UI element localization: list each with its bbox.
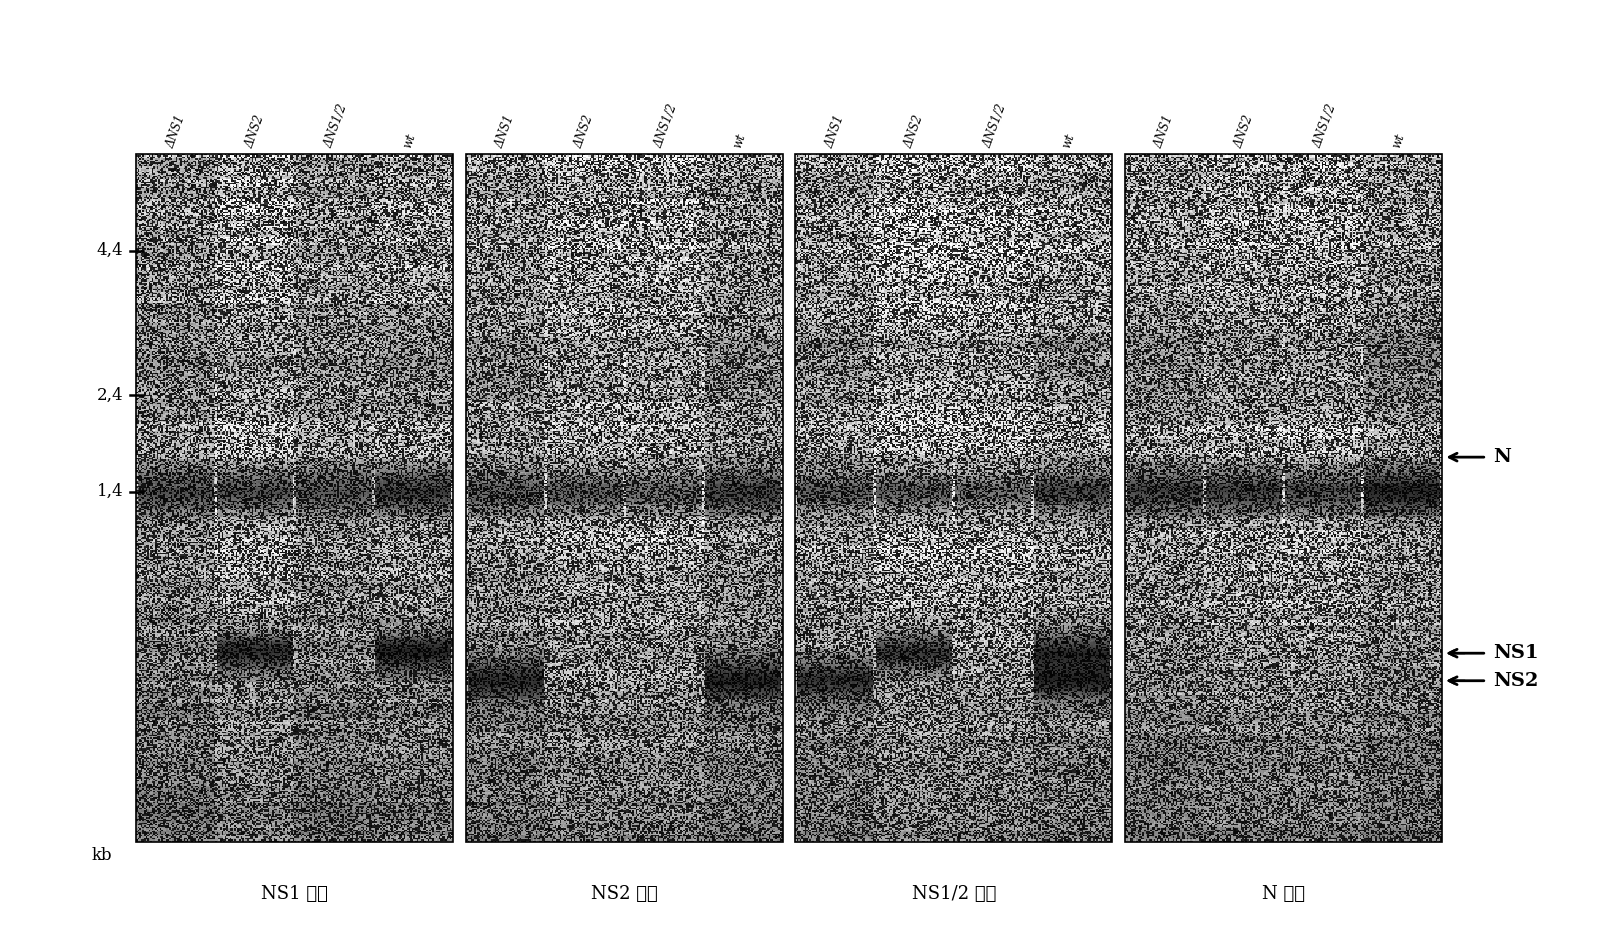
Text: ΔNS1/2: ΔNS1/2 [322, 102, 349, 150]
Bar [795, 154, 1112, 842]
Text: ΔNS1: ΔNS1 [823, 113, 847, 150]
Text: ΔNS1: ΔNS1 [163, 113, 187, 150]
Text: NS2 探针: NS2 探针 [591, 885, 657, 903]
Text: NS2: NS2 [1493, 672, 1538, 690]
Text: 4,4: 4,4 [96, 242, 123, 259]
Text: ΔNS1: ΔNS1 [493, 113, 517, 150]
Text: ΔNS1/2: ΔNS1/2 [652, 102, 679, 150]
Text: NS1/2 探针: NS1/2 探针 [912, 885, 996, 903]
Text: ΔNS2: ΔNS2 [902, 113, 926, 150]
Text: ΔNS2: ΔNS2 [1232, 113, 1256, 150]
Bar [466, 154, 782, 842]
Text: wt: wt [1061, 131, 1078, 150]
Text: ΔNS1/2: ΔNS1/2 [980, 102, 1009, 150]
Text: wt: wt [1391, 131, 1407, 150]
Bar [1125, 154, 1442, 842]
Text: NS1: NS1 [1493, 644, 1538, 662]
Text: wt: wt [731, 131, 748, 150]
Text: wt: wt [400, 131, 418, 150]
Text: kb: kb [91, 847, 112, 864]
Text: ΔNS1: ΔNS1 [1152, 113, 1176, 150]
Bar [136, 154, 453, 842]
Text: N 探针: N 探针 [1262, 885, 1306, 903]
Text: ΔNS1/2: ΔNS1/2 [1310, 102, 1339, 150]
Text: NS1 探针: NS1 探针 [261, 885, 328, 903]
Text: 2,4: 2,4 [96, 387, 123, 403]
Text: N: N [1493, 448, 1511, 466]
Text: ΔNS2: ΔNS2 [244, 113, 266, 150]
Text: ΔNS2: ΔNS2 [572, 113, 596, 150]
Text: 1,4: 1,4 [96, 483, 123, 500]
